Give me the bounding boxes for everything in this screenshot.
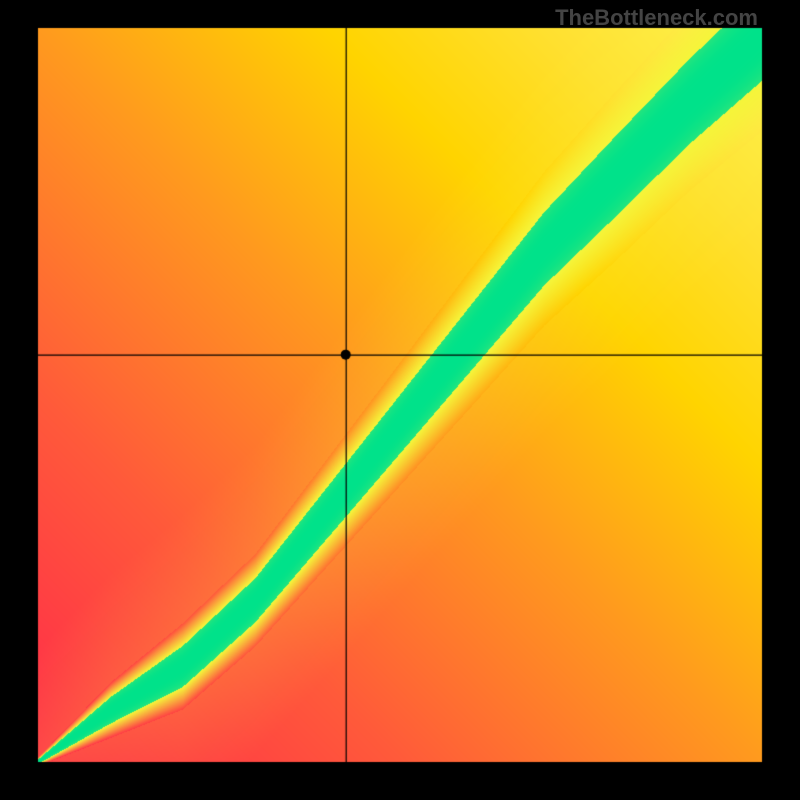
bottleneck-heatmap-canvas bbox=[0, 0, 800, 800]
watermark-text: TheBottleneck.com bbox=[555, 5, 758, 31]
chart-container: TheBottleneck.com bbox=[0, 0, 800, 800]
